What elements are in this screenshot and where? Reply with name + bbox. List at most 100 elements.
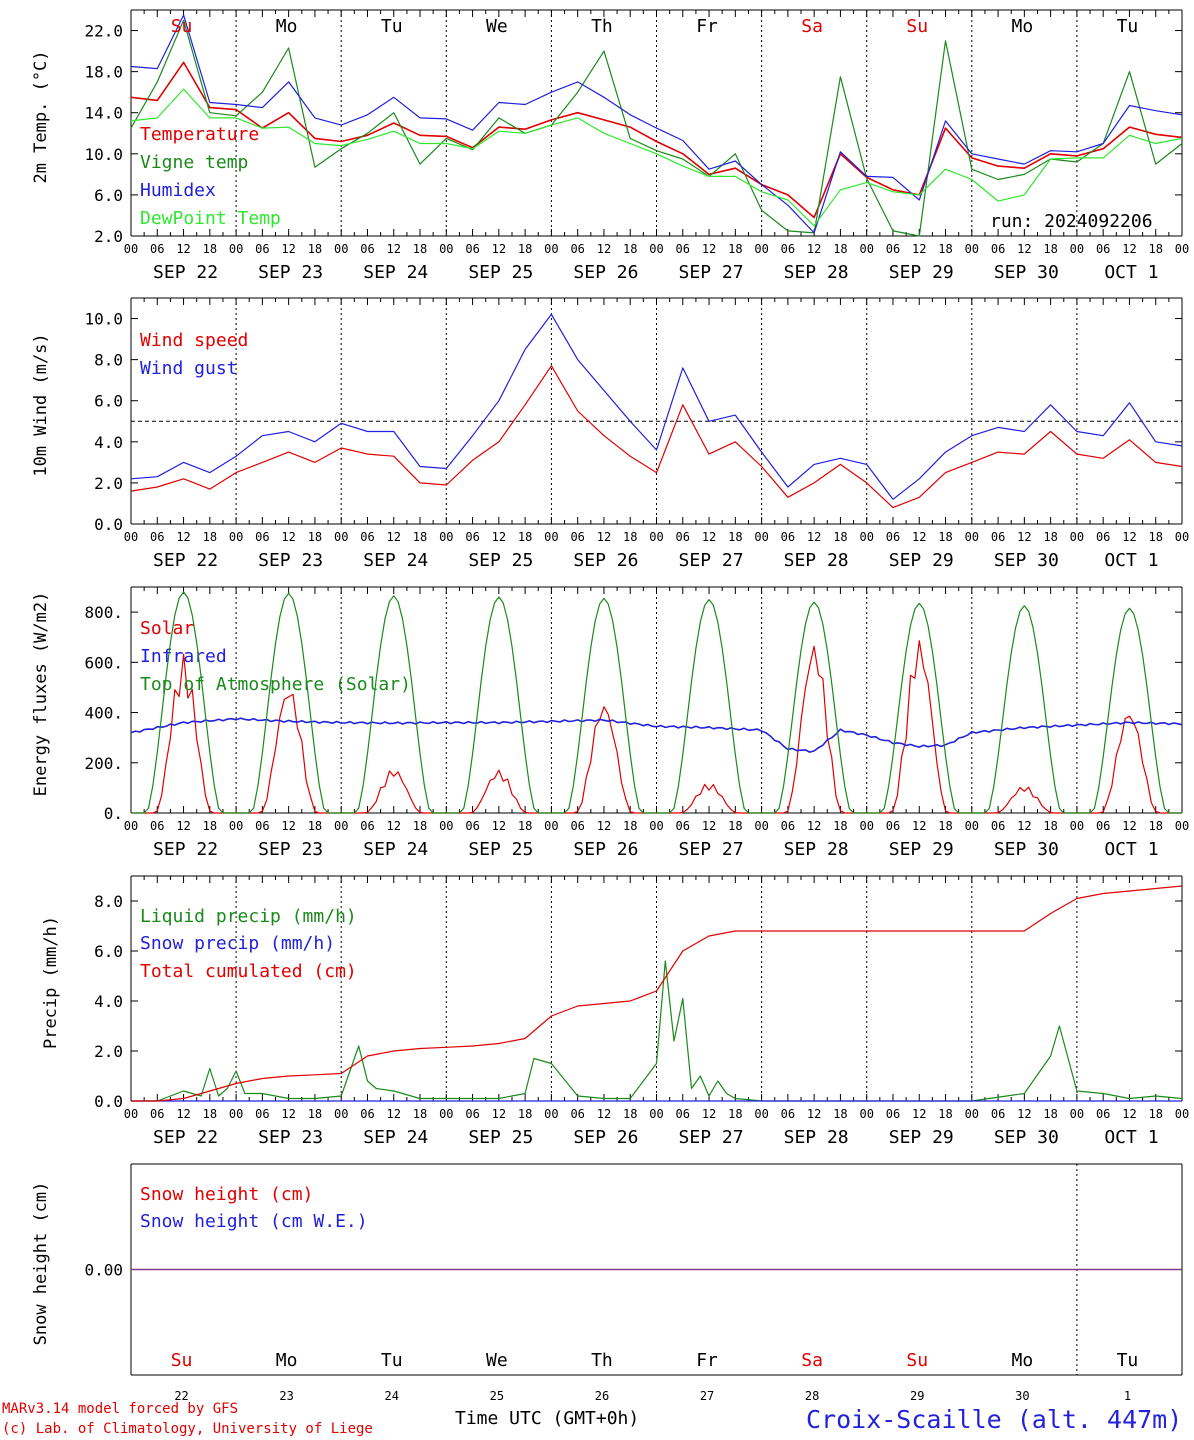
hour-tick-label: 06 (255, 242, 269, 256)
legend-entry: Infrared (140, 646, 227, 667)
day-number-label: 22 (174, 1389, 188, 1403)
date-label: SEP 26 (573, 550, 638, 571)
hour-tick-label: 00 (1175, 530, 1189, 544)
hour-tick-label: 06 (676, 242, 690, 256)
hour-tick-label: 00 (649, 1107, 663, 1121)
hour-tick-label: 12 (176, 242, 190, 256)
y-tick-label: 2.0 (94, 227, 123, 246)
hour-tick-label: 06 (1096, 530, 1110, 544)
hour-tick-label: 12 (176, 819, 190, 833)
hour-tick-label: 18 (1043, 530, 1057, 544)
date-label: SEP 22 (153, 550, 218, 571)
hour-tick-label: 00 (965, 819, 979, 833)
day-number-label: 29 (910, 1389, 924, 1403)
hour-tick-label: 12 (702, 1107, 716, 1121)
hour-tick-label: 18 (938, 1107, 952, 1121)
hour-tick-label: 18 (518, 1107, 532, 1121)
date-label: SEP 28 (784, 839, 849, 860)
date-label: OCT 1 (1104, 1127, 1158, 1148)
date-label: SEP 26 (573, 1127, 638, 1148)
hour-tick-label: 06 (465, 1107, 479, 1121)
hour-tick-label: 00 (1070, 242, 1084, 256)
hour-tick-label: 00 (1175, 819, 1189, 833)
date-label: SEP 23 (258, 550, 323, 571)
date-label: SEP 23 (258, 1127, 323, 1148)
hour-tick-label: 12 (1017, 1107, 1031, 1121)
hour-tick-label: 12 (281, 530, 295, 544)
hour-tick-label: 18 (728, 819, 742, 833)
date-label: SEP 24 (363, 1127, 428, 1148)
y-tick-label: 4.0 (94, 433, 123, 452)
date-label: SEP 23 (258, 262, 323, 283)
series-line-2-1 (130, 365, 1183, 509)
hour-tick-label: 12 (387, 242, 401, 256)
y-tick-label: 0. (104, 804, 123, 823)
hour-tick-label: 06 (781, 530, 795, 544)
hour-tick-label: 12 (597, 530, 611, 544)
hour-tick-label: 06 (991, 1107, 1005, 1121)
hour-tick-label: 18 (413, 819, 427, 833)
date-label: SEP 24 (363, 550, 428, 571)
hour-tick-label: 00 (1175, 242, 1189, 256)
hour-tick-label: 18 (1043, 242, 1057, 256)
hour-tick-label: 18 (203, 242, 217, 256)
weekday-label: Sa (801, 16, 823, 37)
hour-tick-label: 00 (859, 242, 873, 256)
hour-tick-label: 12 (597, 242, 611, 256)
y-tick-label: 400. (84, 704, 123, 723)
hour-tick-label: 06 (886, 819, 900, 833)
hour-tick-label: 18 (308, 819, 322, 833)
hour-tick-label: 00 (859, 1107, 873, 1121)
y-axis-title: Precip (mm/h) (41, 916, 61, 1049)
hour-tick-label: 12 (387, 819, 401, 833)
hour-tick-label: 00 (544, 819, 558, 833)
hour-tick-label: 00 (544, 530, 558, 544)
hour-tick-label: 06 (1096, 819, 1110, 833)
series-line-1-4 (130, 88, 1183, 227)
hour-tick-label: 18 (623, 1107, 637, 1121)
hour-tick-label: 18 (308, 1107, 322, 1121)
hour-tick-label: 00 (124, 819, 138, 833)
footer-time-label: Time UTC (GMT+0h) (455, 1408, 639, 1429)
hour-tick-label: 00 (754, 530, 768, 544)
hour-tick-label: 06 (150, 819, 164, 833)
hour-tick-label: 18 (413, 1107, 427, 1121)
hour-tick-label: 06 (360, 1107, 374, 1121)
hour-tick-label: 00 (229, 819, 243, 833)
hour-tick-label: 00 (544, 1107, 558, 1121)
y-tick-label: 6.0 (94, 942, 123, 961)
hour-tick-label: 12 (492, 1107, 506, 1121)
date-label: SEP 30 (994, 839, 1059, 860)
hour-tick-label: 06 (465, 242, 479, 256)
weekday-label: Mo (276, 16, 298, 37)
hour-tick-label: 00 (649, 242, 663, 256)
hour-tick-label: 06 (1096, 242, 1110, 256)
date-label: SEP 28 (784, 1127, 849, 1148)
hour-tick-label: 12 (597, 1107, 611, 1121)
hour-tick-label: 18 (833, 1107, 847, 1121)
series-line-1-2 (130, 19, 1183, 237)
hour-tick-label: 18 (623, 819, 637, 833)
date-label: SEP 25 (468, 262, 533, 283)
hour-tick-label: 18 (938, 242, 952, 256)
hour-tick-label: 00 (649, 530, 663, 544)
date-label: SEP 30 (994, 262, 1059, 283)
hour-tick-label: 00 (859, 819, 873, 833)
hour-tick-label: 06 (570, 242, 584, 256)
hour-tick-label: 06 (991, 530, 1005, 544)
hour-tick-label: 12 (807, 242, 821, 256)
y-tick-label: 6.0 (94, 186, 123, 205)
date-label: OCT 1 (1104, 262, 1158, 283)
hour-tick-label: 00 (754, 242, 768, 256)
hour-tick-label: 12 (597, 819, 611, 833)
hour-tick-label: 18 (623, 242, 637, 256)
panel-5: 0.00 Snow height (cm) Snow height (cm) Snow… (31, 1163, 1183, 1403)
y-tick-label: 14.0 (84, 104, 123, 123)
weekday-label: Su (171, 16, 193, 37)
hour-tick-label: 06 (676, 1107, 690, 1121)
day-number-label: 1 (1124, 1389, 1131, 1403)
hour-tick-label: 06 (570, 530, 584, 544)
hour-tick-label: 06 (886, 242, 900, 256)
y-tick-label: 22.0 (84, 22, 123, 41)
